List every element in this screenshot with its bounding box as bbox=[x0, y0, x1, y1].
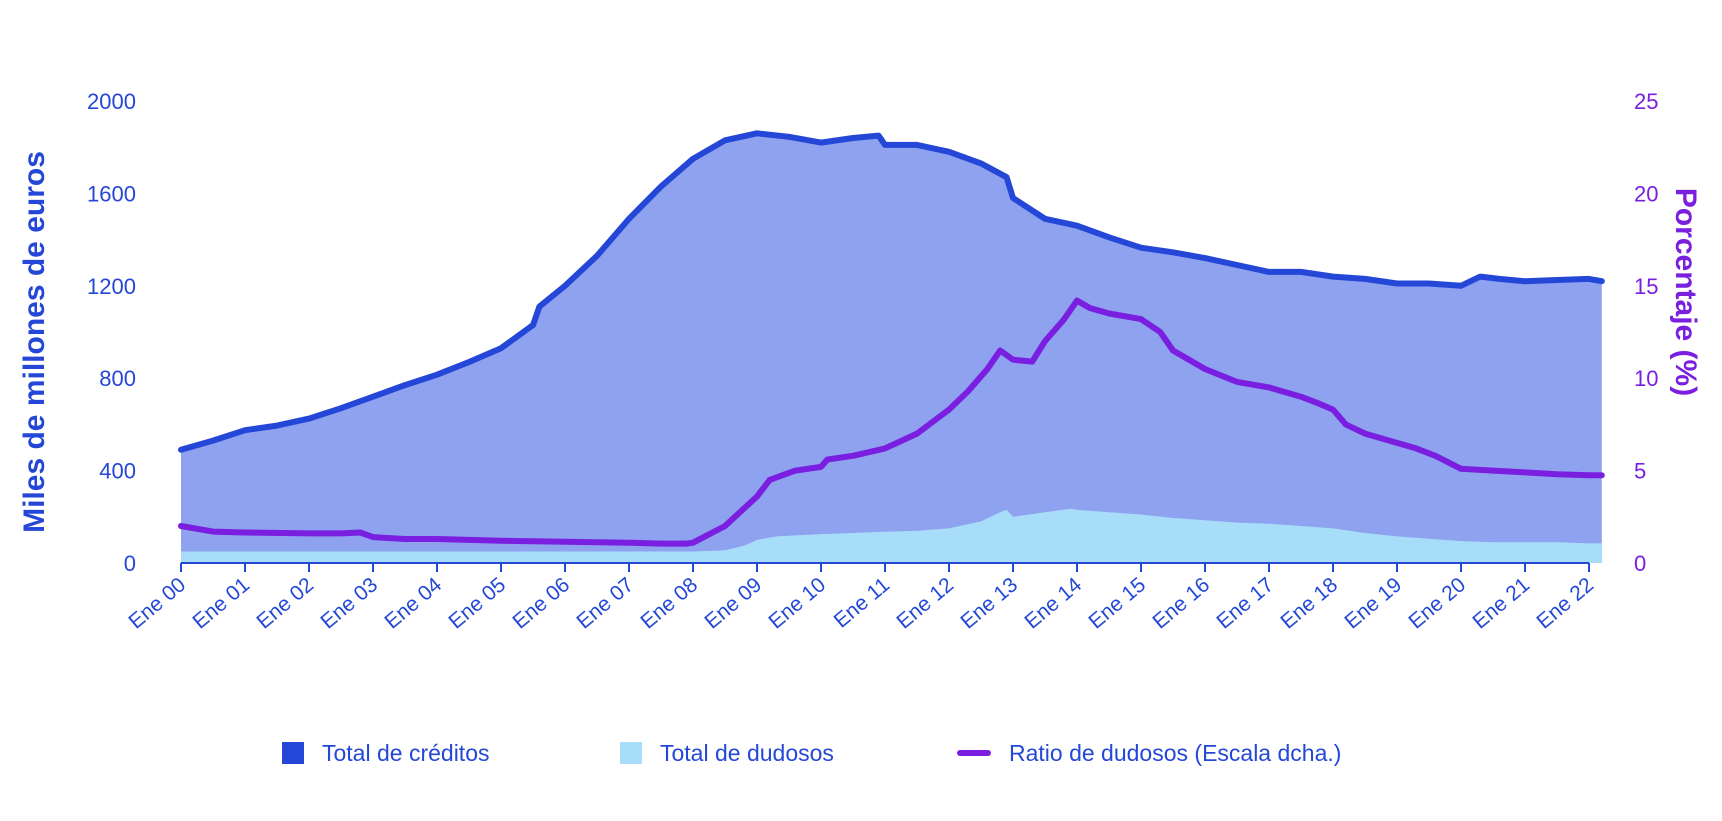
x-tick-label: Ene 22 bbox=[1532, 573, 1598, 633]
x-tick-label: Ene 00 bbox=[124, 573, 190, 633]
legend-label-dudosos: Total de dudosos bbox=[660, 739, 834, 766]
x-tick-label: Ene 02 bbox=[252, 573, 318, 633]
y-ticks-left: 0 400 800 1200 1600 2000 bbox=[87, 89, 136, 576]
x-tick-label: Ene 06 bbox=[508, 573, 574, 633]
y-axis-title-left: Miles de millones de euros bbox=[18, 151, 51, 533]
legend-line-ratio bbox=[957, 750, 991, 756]
x-tick-label: Ene 13 bbox=[956, 573, 1022, 633]
x-tick-label: Ene 09 bbox=[700, 573, 766, 633]
y-tick-right-label: 15 bbox=[1634, 274, 1658, 299]
y-ticks-right: 0 5 10 15 20 25 bbox=[1634, 89, 1658, 576]
x-tick-label: Ene 21 bbox=[1468, 573, 1534, 633]
y-tick-left-label: 1200 bbox=[87, 274, 136, 299]
x-tick-label: Ene 03 bbox=[316, 573, 382, 633]
x-tick-label: Ene 01 bbox=[188, 573, 254, 633]
series-0-outline bbox=[178, 130, 1605, 453]
x-tick-label: Ene 04 bbox=[380, 573, 446, 634]
y-tick-right-label: 10 bbox=[1634, 366, 1658, 391]
x-tick-label: Ene 19 bbox=[1340, 573, 1406, 633]
y-tick-left-label: 800 bbox=[99, 366, 136, 391]
legend: Total de créditos Total de dudosos Ratio… bbox=[0, 736, 1722, 770]
y-tick-left-label: 1600 bbox=[87, 181, 136, 206]
x-tick-label: Ene 08 bbox=[636, 573, 702, 633]
x-tick-label: Ene 16 bbox=[1148, 573, 1214, 633]
x-tick-label: Ene 12 bbox=[892, 573, 958, 633]
x-tick-label: Ene 17 bbox=[1212, 573, 1278, 633]
legend-swatch-creditos bbox=[282, 742, 304, 764]
legend-label-ratio: Ratio de dudosos (Escala dcha.) bbox=[1009, 739, 1342, 766]
y-tick-right-label: 25 bbox=[1634, 89, 1658, 114]
y-tick-left-label: 2000 bbox=[87, 89, 136, 114]
x-tick-label: Ene 07 bbox=[572, 573, 638, 633]
series-0-area bbox=[181, 133, 1602, 564]
x-tick-label: Ene 05 bbox=[444, 573, 510, 633]
series-2-line bbox=[178, 297, 1605, 547]
y-tick-right-label: 5 bbox=[1634, 459, 1646, 484]
y-tick-right-label: 20 bbox=[1634, 181, 1658, 206]
y-tick-left-label: 400 bbox=[99, 459, 136, 484]
y-axis-title-right: Porcentaje (%) bbox=[1669, 188, 1702, 396]
x-tick-label: Ene 14 bbox=[1020, 573, 1086, 634]
legend-item-dudosos: Total de dudosos bbox=[620, 736, 834, 770]
x-tick-label: Ene 11 bbox=[830, 573, 895, 632]
legend-label-creditos: Total de créditos bbox=[322, 739, 490, 766]
y-tick-left-label: 0 bbox=[124, 551, 136, 576]
x-tick-label: Ene 15 bbox=[1084, 573, 1150, 633]
legend-swatch-dudosos bbox=[620, 742, 642, 764]
x-tick-label: Ene 18 bbox=[1276, 573, 1342, 633]
plot-areas bbox=[181, 133, 1602, 564]
legend-item-ratio: Ratio de dudosos (Escala dcha.) bbox=[957, 736, 1341, 770]
y-tick-right-label: 0 bbox=[1634, 551, 1646, 576]
x-tick-label: Ene 20 bbox=[1404, 573, 1470, 633]
plot-lines bbox=[178, 130, 1605, 547]
legend-item-creditos: Total de créditos bbox=[282, 736, 489, 770]
x-tick-label: Ene 10 bbox=[764, 573, 830, 633]
series-1-area bbox=[181, 508, 1602, 563]
